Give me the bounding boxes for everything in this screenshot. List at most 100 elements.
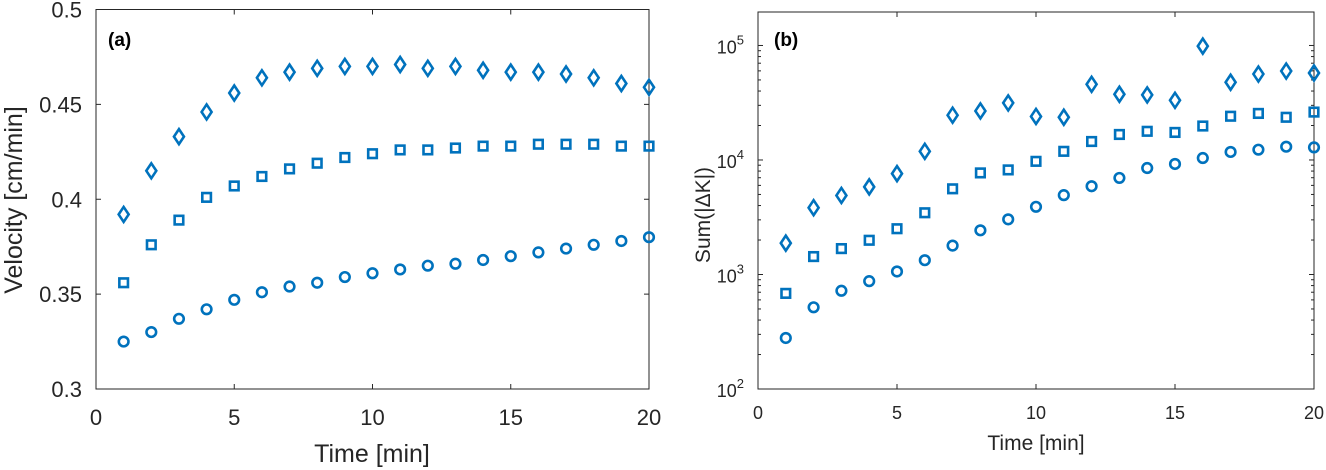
- diamond-marker: [890, 163, 904, 184]
- diamond-marker: [1307, 63, 1321, 83]
- diamond-marker: [1251, 64, 1265, 84]
- y-tick-base: 10: [717, 381, 737, 401]
- circle-marker: [835, 284, 848, 297]
- y-tick-label: 102: [717, 376, 744, 401]
- circle-marker: [394, 263, 407, 276]
- circle-marker: [974, 224, 987, 237]
- diamond-marker: [393, 54, 407, 75]
- y-tick-label: 0.5: [51, 0, 82, 23]
- y-tick-label: 0.35: [39, 282, 82, 307]
- square-marker: [256, 170, 268, 183]
- diamond-marker: [1112, 84, 1126, 105]
- circle-marker: [504, 250, 517, 263]
- square-marker: [946, 183, 959, 195]
- circle-marker: [1168, 157, 1182, 171]
- diamond-marker: [834, 185, 848, 206]
- diamond-marker: [365, 56, 380, 77]
- y-axis-label-b: Sum(|ΔK|): [692, 167, 715, 263]
- diamond-marker: [946, 105, 960, 126]
- diamond-marker: [1001, 93, 1015, 113]
- circle-marker: [1307, 141, 1321, 154]
- x-tick-label: 15: [1165, 403, 1185, 423]
- circle-marker: [1057, 189, 1070, 202]
- diamond-marker: [779, 233, 793, 253]
- diamond-marker: [448, 56, 463, 77]
- diamond-marker: [1224, 72, 1238, 93]
- circle-marker: [642, 231, 656, 244]
- circle-marker: [807, 301, 820, 314]
- y-tick-exponent: 4: [737, 147, 744, 162]
- diamond-marker: [172, 126, 186, 147]
- diamond-marker: [1057, 107, 1071, 128]
- square-marker: [339, 151, 351, 164]
- diamond-marker: [1029, 106, 1043, 127]
- circle-marker: [338, 270, 351, 284]
- circle-marker: [311, 276, 324, 289]
- square-marker: [560, 138, 572, 150]
- diamond-marker: [862, 177, 876, 197]
- y-tick-label: 0.45: [39, 92, 82, 117]
- diamond-marker: [1196, 36, 1210, 56]
- circle-marker: [228, 293, 241, 306]
- x-tick-label: 5: [228, 405, 240, 430]
- circle-marker: [421, 259, 434, 272]
- diamond-marker: [200, 102, 214, 122]
- circle-marker: [587, 238, 600, 251]
- square-marker: [1169, 126, 1181, 139]
- y-tick-exponent: 2: [737, 376, 744, 391]
- square-marker: [807, 250, 820, 263]
- y-tick-base: 10: [717, 266, 737, 286]
- circle-marker: [255, 286, 269, 299]
- x-tick-label: 10: [1026, 403, 1046, 423]
- circle-marker: [890, 265, 904, 278]
- x-tick-label: 0: [753, 403, 763, 423]
- square-marker: [283, 163, 296, 175]
- square-marker: [366, 148, 379, 160]
- square-marker: [505, 140, 517, 152]
- circle-marker: [477, 253, 490, 267]
- panel-label-b: (b): [774, 30, 798, 51]
- diamond-marker: [1140, 85, 1154, 105]
- diamond-marker: [227, 83, 241, 103]
- square-marker: [118, 277, 130, 289]
- x-axis-label-b: Time [min]: [987, 432, 1084, 455]
- diamond-marker: [531, 62, 545, 82]
- circle-marker: [532, 246, 545, 259]
- diamond-marker: [642, 77, 656, 98]
- markers-b: [779, 36, 1321, 345]
- diamond-marker: [559, 64, 573, 84]
- ticks-a: 0 5 10 15 20 0.3 0.35 0.4 0.45 0.5: [39, 0, 661, 430]
- circle-marker: [918, 254, 931, 267]
- circle-marker: [366, 267, 379, 280]
- circle-marker: [863, 275, 876, 288]
- diamond-marker: [117, 204, 131, 225]
- diamond-marker: [421, 58, 435, 79]
- y-tick-base: 10: [717, 37, 737, 57]
- circle-marker: [1141, 161, 1154, 175]
- square-marker: [588, 138, 600, 150]
- square-marker: [891, 223, 903, 235]
- square-marker: [643, 140, 655, 152]
- y-axis-label-a: Velocity [cm/min]: [0, 106, 28, 294]
- square-marker: [1252, 107, 1264, 120]
- square-marker: [173, 214, 185, 226]
- square-marker: [919, 207, 931, 219]
- x-tick-label: 20: [1304, 403, 1324, 423]
- square-marker: [1141, 125, 1153, 137]
- square-marker: [1086, 135, 1098, 148]
- diamond-marker: [255, 67, 269, 88]
- y-tick-label: 104: [717, 147, 744, 172]
- x-tick-label: 10: [360, 405, 384, 430]
- square-marker: [532, 138, 544, 150]
- y-tick-label: 0.3: [51, 377, 82, 402]
- x-tick-label: 5: [892, 403, 902, 423]
- circle-marker: [559, 242, 573, 255]
- diamond-marker: [310, 58, 324, 79]
- circle-marker: [1113, 171, 1126, 185]
- circle-marker: [172, 312, 186, 325]
- square-marker: [974, 167, 986, 179]
- diamond-marker: [1085, 74, 1099, 95]
